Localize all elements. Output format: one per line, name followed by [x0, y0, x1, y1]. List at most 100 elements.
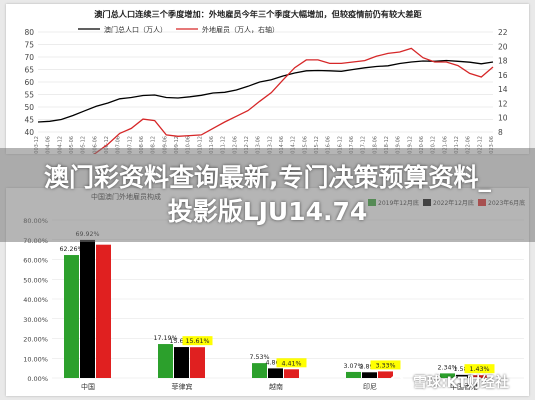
worker-series-line	[93, 47, 494, 154]
population-line-chart: 澳门总人口连续三个季度增加：外地雇员今年三个季度大幅增加，但较疫情前仍有较大差距…	[24, 9, 508, 154]
x-tick-label: 2018-12	[384, 136, 390, 154]
y-right-tick-label: 8	[498, 128, 503, 137]
x-tick-label: 2003-12	[34, 136, 40, 154]
y-right-tick-label: 16	[498, 71, 508, 80]
y-left-tick-label: 50	[24, 103, 34, 112]
x-tick-label: 2022-06	[466, 136, 472, 154]
data-label: 3.07%	[343, 363, 363, 370]
category-label: 印尼	[363, 383, 377, 391]
x-tick-label: 2009-12	[174, 136, 180, 154]
x-tick-label: 2015-12	[314, 136, 320, 154]
x-tick-label: 2021-12	[454, 136, 460, 154]
legend-label: 外地雇员（万人，右轴）	[202, 25, 279, 34]
data-label: 17.19%	[153, 335, 177, 342]
data-label: 3.33%	[375, 362, 395, 369]
category-label: 菲律宾	[172, 382, 193, 391]
x-tick-label: 2017-12	[361, 136, 367, 154]
x-tick-label: 2022-12	[477, 136, 483, 154]
y-tick-label: 50.00%	[23, 276, 48, 284]
y-left-tick-label: 75	[24, 41, 34, 50]
x-tick-label: 2020-12	[431, 136, 437, 154]
x-tick-label: 2005-12	[81, 136, 87, 154]
x-tick-label: 2013-06	[256, 136, 262, 154]
y-right-tick-label: 20	[498, 42, 508, 51]
bar	[284, 369, 299, 378]
bar	[190, 347, 205, 378]
bar	[174, 347, 189, 378]
bar	[456, 374, 471, 378]
x-tick-label: 2008-06	[139, 136, 145, 154]
data-label: 1.58%	[453, 366, 473, 373]
x-tick-label: 2019-12	[407, 136, 413, 154]
y-tick-label: 60.00%	[23, 257, 48, 265]
x-tick-label: 2005-06	[69, 136, 75, 154]
x-tick-label: 2016-06	[326, 136, 332, 154]
y-right-tick-label: 22	[498, 28, 508, 37]
x-tick-label: 2011-12	[221, 136, 227, 154]
bar	[346, 371, 361, 378]
headline-title: 澳门彩资料查询最新,专门决策预算资料_投影版LJU14.74	[44, 163, 491, 226]
x-tick-label: 2017-06	[349, 136, 355, 154]
x-tick-label: 2010-06	[186, 136, 192, 154]
y-tick-label: 30.00%	[23, 316, 48, 324]
x-tick-label: 2019-06	[396, 136, 402, 154]
data-label-bg	[464, 364, 495, 374]
y-tick-label: 0.00%	[27, 375, 48, 383]
data-label: 7.53%	[249, 354, 269, 361]
x-tick-label: 2011-06	[209, 136, 215, 154]
bar	[96, 244, 111, 378]
category-label: 中国	[81, 382, 95, 391]
data-label-bg	[276, 358, 307, 368]
x-tick-label: 2008-12	[151, 136, 157, 154]
x-tick-label: 2010-12	[197, 136, 203, 154]
y-left-tick-label: 65	[24, 66, 34, 75]
x-tick-label: 2021-06	[442, 136, 448, 154]
data-label-bg	[182, 336, 213, 346]
x-tick-label: 2009-06	[162, 136, 168, 154]
x-tick-label: 2004-06	[46, 136, 52, 154]
bar	[362, 372, 377, 378]
x-tick-label: 2018-06	[372, 136, 378, 154]
x-tick-label: 2014-06	[279, 136, 285, 154]
bar	[80, 239, 95, 378]
legend-label: 澳门总人口（万人）	[104, 25, 167, 34]
y-right-tick-label: 18	[498, 57, 508, 66]
bar	[252, 363, 267, 378]
x-tick-label: 2015-06	[302, 136, 308, 154]
y-left-tick-label: 40	[24, 128, 34, 137]
y-left-tick-label: 60	[24, 78, 34, 87]
line-chart-title: 澳门总人口连续三个季度增加：外地雇员今年三个季度大幅增加，但较疫情前仍有较大差距	[94, 9, 422, 19]
data-label-bg	[370, 360, 401, 370]
x-tick-label: 2004-12	[57, 136, 63, 154]
bar	[472, 375, 487, 378]
y-left-tick-label: 80	[24, 28, 34, 37]
x-tick-label: 2007-06	[116, 136, 122, 154]
y-right-tick-label: 10	[498, 114, 508, 123]
source-watermark: 雪球:KT财经社	[413, 375, 509, 391]
population-series-line	[37, 59, 494, 123]
x-tick-label: 2012-06	[232, 136, 238, 154]
y-right-tick-label: 14	[498, 85, 508, 94]
data-label: 15.61%	[185, 338, 209, 345]
snowball-logo-icon	[389, 375, 405, 391]
y-left-tick-label: 45	[24, 116, 34, 125]
x-tick-label: 2012-12	[244, 136, 250, 154]
x-tick-label: 2014-12	[291, 136, 297, 154]
data-label: 2.34%	[437, 364, 457, 371]
headline-overlay: 澳门彩资料查询最新,专门决策预算资料_投影版LJU14.74	[0, 148, 535, 242]
y-left-tick-label: 70	[24, 53, 34, 62]
bar	[268, 368, 283, 378]
bar	[158, 344, 173, 378]
x-tick-label: 2006-06	[92, 136, 98, 154]
category-label: 越南	[269, 382, 283, 391]
data-label: 4.41%	[281, 360, 301, 367]
y-tick-label: 40.00%	[23, 296, 48, 304]
x-tick-label: 2023-06	[489, 136, 495, 154]
data-label: 15.67%	[169, 338, 193, 345]
x-tick-label: 2016-12	[337, 136, 343, 154]
y-tick-label: 20.00%	[23, 336, 48, 344]
bar	[378, 371, 393, 378]
line-chart-panel: 澳门总人口连续三个季度增加：外地雇员今年三个季度大幅增加，但较疫情前仍有较大差距…	[6, 4, 529, 154]
y-tick-label: 10.00%	[23, 355, 48, 363]
data-label: 4.86%	[265, 359, 285, 366]
